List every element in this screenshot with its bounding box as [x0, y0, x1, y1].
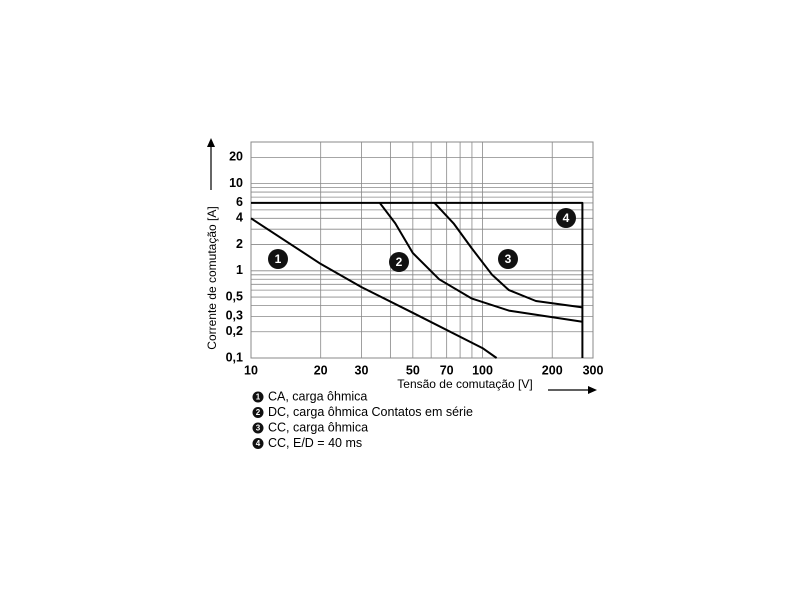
series-line [251, 201, 584, 358]
x-arrow-head [588, 386, 597, 394]
x-tick-label: 10 [244, 363, 258, 377]
legend-marker-label: 4 [256, 439, 261, 448]
series-marker-label: 4 [563, 211, 570, 225]
series-marker-label: 1 [275, 252, 282, 266]
x-tick-label: 200 [542, 363, 563, 377]
plot-frame [250, 141, 594, 359]
series-marker [556, 208, 576, 228]
series-marker [389, 252, 409, 272]
series-line [433, 202, 583, 309]
y-tick-label: 0,3 [226, 309, 243, 323]
legend-label: DC, carga ôhmica Contatos em série [268, 405, 473, 419]
y-tick-label: 20 [229, 150, 243, 164]
y-tick-label: 0,5 [226, 289, 243, 303]
y-tick-label: 6 [236, 195, 243, 209]
legend-marker [252, 391, 264, 403]
series-line [250, 217, 498, 359]
x-tick-label: 70 [440, 363, 454, 377]
legend-marker-label: 2 [256, 408, 261, 417]
x-tick-label: 300 [583, 363, 604, 377]
legend-marker [252, 438, 264, 449]
y-tick-label: 10 [229, 176, 243, 190]
legend-label: CA, carga ôhmica [268, 389, 367, 403]
y-tick-label: 4 [236, 211, 243, 225]
x-tick-label: 50 [406, 363, 420, 377]
series-marker-label: 2 [396, 255, 403, 269]
x-axis-label: Tensão de comutação [V] [397, 377, 532, 391]
y-axis-label: Corrente de comutação [A] [205, 206, 219, 349]
y-arrow-head [207, 138, 215, 147]
y-tick-label: 1 [236, 263, 243, 277]
series-marker-label: 3 [505, 252, 512, 266]
legend-marker-label: 1 [256, 393, 261, 402]
y-tick-label: 2 [236, 237, 243, 251]
legend-label: CC, E/D = 40 ms [268, 436, 362, 450]
x-tick-label: 30 [355, 363, 369, 377]
series-marker [498, 249, 518, 269]
y-tick-label: 0,1 [226, 350, 243, 364]
legend-marker-label: 3 [256, 424, 261, 433]
series-marker [268, 249, 288, 269]
legend-label: CC, carga ôhmica [268, 420, 368, 434]
legend-marker [252, 422, 264, 434]
y-tick-label: 0,2 [226, 324, 243, 338]
legend-marker [252, 407, 264, 418]
x-tick-label: 20 [314, 363, 328, 377]
x-tick-label: 100 [472, 363, 493, 377]
series-line [379, 202, 583, 323]
